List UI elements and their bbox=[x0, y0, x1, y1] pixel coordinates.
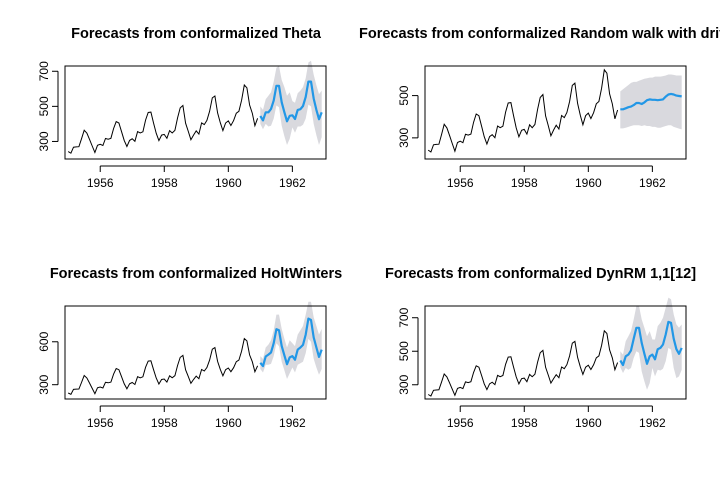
history-line bbox=[427, 329, 619, 397]
panel-holtwinters: Forecasts from conformalized HoltWinters… bbox=[37, 266, 342, 430]
y-tick-label: 300 bbox=[37, 374, 51, 394]
x-tick-label: 1956 bbox=[87, 416, 114, 430]
x-tick-label: 1962 bbox=[279, 416, 306, 430]
x-tick-label: 1962 bbox=[639, 176, 666, 190]
x-tick-label: 1958 bbox=[151, 416, 178, 430]
forecast-mean-line bbox=[259, 317, 323, 368]
y-tick-label: 500 bbox=[397, 341, 411, 361]
plot-frame bbox=[64, 65, 327, 160]
plot-area: 1956 1958 1960 1962 300 600 bbox=[37, 301, 327, 430]
y-tick-label: 500 bbox=[397, 85, 411, 105]
plot-frame bbox=[424, 305, 687, 400]
prediction-interval-band bbox=[620, 74, 682, 130]
y-tick-label: 500 bbox=[37, 96, 51, 116]
panel-title: Forecasts from conformalized DynRM 1,1[1… bbox=[385, 266, 696, 282]
prediction-interval-band bbox=[260, 60, 322, 146]
x-tick-label: 1956 bbox=[447, 416, 474, 430]
prediction-interval-band bbox=[620, 297, 682, 390]
plot-frame bbox=[424, 65, 687, 160]
history-line bbox=[427, 68, 619, 153]
forecast-mean-line bbox=[620, 92, 682, 111]
x-tick-label: 1958 bbox=[511, 416, 538, 430]
y-tick-label: 700 bbox=[397, 307, 411, 327]
x-tick-label: 1956 bbox=[447, 176, 474, 190]
x-tick-label: 1962 bbox=[279, 176, 306, 190]
panel-dynrm: Forecasts from conformalized DynRM 1,1[1… bbox=[385, 266, 696, 430]
history-line bbox=[67, 83, 259, 154]
plot-area: 1956 1958 1960 1962 300 500 700 bbox=[397, 297, 687, 430]
x-tick-label: 1960 bbox=[215, 416, 242, 430]
panel-title: Forecasts from conformalized HoltWinters bbox=[50, 266, 342, 282]
x-tick-label: 1962 bbox=[639, 416, 666, 430]
panel-random-walk: Forecasts from conformalized Random walk… bbox=[359, 26, 720, 190]
x-tick-label: 1960 bbox=[575, 416, 602, 430]
y-tick-label: 300 bbox=[397, 374, 411, 394]
y-tick-label: 300 bbox=[37, 131, 51, 151]
history-line bbox=[67, 337, 259, 395]
y-tick-label: 600 bbox=[37, 331, 51, 351]
panel-title: Forecasts from conformalized Theta bbox=[71, 26, 322, 42]
forecast-mean-line bbox=[619, 320, 683, 367]
y-tick-label: 300 bbox=[397, 128, 411, 148]
panel-title: Forecasts from conformalized Random walk… bbox=[359, 26, 720, 42]
x-tick-label: 1956 bbox=[87, 176, 114, 190]
plot-area: 1956 1958 1960 1962 300 500 bbox=[397, 65, 687, 190]
x-tick-label: 1960 bbox=[215, 176, 242, 190]
plot-area: 1956 1958 1960 1962 300 500 700 bbox=[37, 60, 327, 190]
plot-frame bbox=[64, 305, 327, 400]
prediction-interval-band bbox=[260, 301, 322, 379]
panel-theta: Forecasts from conformalized Theta 1956 1… bbox=[37, 26, 327, 190]
x-tick-label: 1958 bbox=[511, 176, 538, 190]
x-tick-label: 1960 bbox=[575, 176, 602, 190]
forecast-mean-line bbox=[259, 80, 323, 123]
x-tick-label: 1958 bbox=[151, 176, 178, 190]
y-tick-label: 700 bbox=[37, 61, 51, 81]
